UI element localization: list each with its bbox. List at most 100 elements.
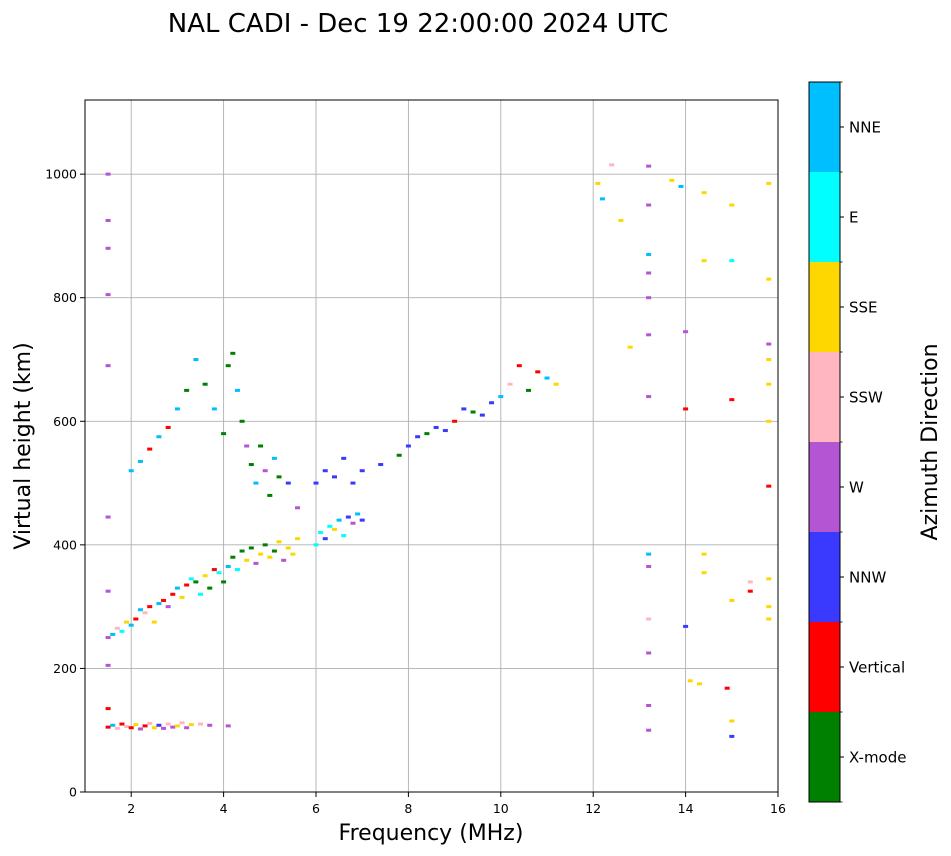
x-tick-label: 14: [678, 801, 694, 816]
data-point-w: [646, 395, 652, 399]
data-point-x-mode: [526, 388, 532, 392]
data-point-e: [119, 629, 125, 633]
data-point-sse: [766, 181, 772, 185]
data-point-nnw: [729, 734, 735, 738]
x-axis-label: Frequency (MHz): [339, 821, 524, 846]
data-point-e: [234, 568, 240, 572]
data-point-nnw: [331, 475, 337, 479]
colorbar-frame: [808, 81, 841, 803]
data-point-x-mode: [470, 410, 476, 414]
data-point-nnw: [683, 624, 689, 628]
data-point-x-mode: [221, 432, 227, 436]
data-point-vertical: [128, 726, 134, 730]
data-point-nne: [137, 459, 143, 463]
data-point-sse: [766, 617, 772, 621]
data-point-sse: [701, 191, 707, 195]
data-point-vertical: [147, 447, 153, 451]
data-point-x-mode: [258, 444, 264, 448]
data-points: [105, 163, 772, 738]
data-point-vertical: [452, 419, 458, 423]
colorbar-tick-label: E: [849, 209, 858, 227]
data-point-sse: [766, 277, 772, 281]
data-point-nne: [498, 395, 504, 399]
x-tick-label: 10: [493, 801, 509, 816]
data-point-nne: [128, 623, 134, 627]
data-point-vertical: [142, 724, 148, 728]
data-point-sse: [729, 719, 735, 723]
data-point-x-mode: [221, 580, 227, 584]
data-point-w: [646, 728, 652, 732]
data-point-vertical: [147, 605, 153, 609]
data-point-w: [105, 293, 111, 297]
data-point-sse: [188, 723, 194, 727]
data-point-sse: [174, 724, 180, 728]
data-point-e: [729, 259, 735, 263]
chart-title: NAL CADI - Dec 19 22:00:00 2024 UTC: [168, 9, 668, 39]
y-tick-label: 0: [69, 785, 77, 800]
data-point-w: [170, 725, 176, 729]
x-tick-label: 12: [585, 801, 601, 816]
y-tick-label: 800: [53, 290, 77, 305]
grid: [85, 100, 779, 793]
x-tick-label: 4: [220, 801, 228, 816]
data-point-x-mode: [262, 543, 268, 547]
data-point-sse: [133, 723, 139, 727]
data-point-e: [313, 543, 319, 547]
data-point-e: [188, 577, 194, 581]
data-point-vertical: [165, 425, 171, 429]
x-tick-label: 6: [312, 801, 320, 816]
data-point-w: [105, 663, 111, 667]
data-point-nne: [355, 512, 361, 516]
data-point-sse: [285, 546, 291, 550]
data-point-x-mode: [230, 555, 236, 559]
data-point-nne: [599, 197, 605, 201]
data-point-x-mode: [248, 463, 254, 467]
data-point-x-mode: [230, 351, 236, 355]
data-point-sse: [701, 552, 707, 556]
data-point-w: [646, 203, 652, 207]
data-point-w: [262, 469, 268, 473]
colorbar-segment-x-mode: [809, 712, 840, 802]
data-point-vertical: [211, 568, 217, 572]
data-point-e: [198, 592, 203, 596]
data-point-sse: [179, 595, 185, 599]
colorbar: X-mode Vertical NNW W SSW SSE E NNE: [808, 81, 906, 803]
y-tick-label: 1000: [45, 167, 77, 182]
x-axis-ticks: 2 4 6 8 10 12 14 16: [127, 792, 786, 816]
data-point-nne: [678, 185, 684, 188]
data-point-w: [105, 172, 111, 176]
data-point-vertical: [747, 589, 753, 593]
data-point-vertical: [729, 398, 735, 402]
data-point-vertical: [161, 598, 167, 602]
data-point-ssw: [507, 382, 513, 386]
data-point-sse: [766, 577, 772, 581]
data-point-nnw: [285, 481, 291, 485]
colorbar-segment-vertical: [809, 622, 840, 712]
data-point-nnw: [359, 469, 365, 473]
x-tick-label: 16: [770, 801, 786, 816]
data-point-sse: [766, 382, 772, 386]
data-point-sse: [295, 537, 301, 541]
data-point-x-mode: [193, 580, 199, 584]
data-point-w: [766, 342, 772, 346]
data-point-w: [105, 636, 111, 640]
data-point-sse: [669, 178, 675, 182]
data-point-x-mode: [276, 475, 282, 479]
data-point-x-mode: [207, 586, 213, 590]
data-point-w: [105, 515, 111, 519]
data-point-nne: [646, 552, 652, 556]
data-point-nnw: [359, 518, 365, 522]
data-point-w: [646, 296, 652, 300]
colorbar-tick-label: X-mode: [849, 749, 906, 767]
data-point-ssw: [198, 722, 203, 726]
data-point-x-mode: [271, 549, 277, 553]
data-point-nne: [193, 358, 199, 361]
data-point-w: [253, 561, 259, 565]
data-point-ssw: [142, 611, 148, 615]
data-point-sse: [696, 682, 702, 686]
data-point-x-mode: [267, 493, 273, 497]
data-point-w: [105, 246, 111, 250]
data-point-nne: [234, 388, 240, 392]
x-tick-label: 2: [127, 801, 135, 816]
